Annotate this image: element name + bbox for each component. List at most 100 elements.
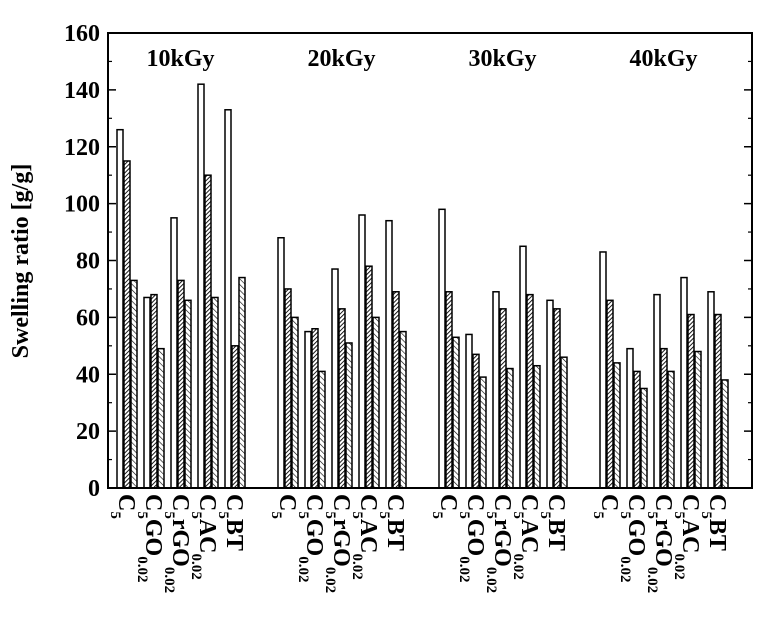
bar <box>116 128 124 489</box>
bar <box>640 387 648 489</box>
x-tick-label-part: 0.02 <box>188 554 204 580</box>
bar <box>553 308 561 489</box>
bar <box>479 376 487 489</box>
x-tick-label-part: 5 <box>188 511 204 519</box>
x-tick-label: C5GO0.02 <box>456 494 488 582</box>
group-label: 20kGy <box>307 46 375 72</box>
bar <box>660 347 668 489</box>
x-tick-label-part: 0.02 <box>161 567 177 593</box>
group-label: 40kGy <box>629 46 697 72</box>
y-tick-label: 80 <box>76 249 100 275</box>
x-tick-label: C5 <box>429 494 461 519</box>
x-tick-label-part: 5 <box>483 511 499 519</box>
x-tick-label-part: C <box>194 494 220 511</box>
bar <box>311 328 319 489</box>
x-tick-label-part: 5 <box>322 511 338 519</box>
bar <box>399 330 407 489</box>
bar <box>526 293 534 489</box>
x-tick-label-part: AC <box>516 519 542 554</box>
y-tick-label: 20 <box>76 419 100 445</box>
bar <box>304 330 312 489</box>
x-tick-label-part: 5 <box>510 511 526 519</box>
bar <box>345 342 353 489</box>
bar <box>667 370 675 489</box>
bar <box>211 296 219 489</box>
x-tick-label-part: 0.02 <box>456 556 472 582</box>
bar <box>465 333 473 489</box>
bar <box>372 316 380 489</box>
y-tick-label: 40 <box>76 362 100 388</box>
x-tick-label-part: GO <box>623 519 649 556</box>
x-tick-label: C5 <box>590 494 622 519</box>
bar <box>358 214 366 489</box>
bar <box>291 316 299 489</box>
x-tick-label: C5rGO0.02 <box>322 494 354 593</box>
x-tick-label-part: C <box>596 494 622 511</box>
bar <box>365 265 373 489</box>
group-label: 30kGy <box>468 46 536 72</box>
x-tick-label-part: BT <box>704 519 730 551</box>
bar <box>721 379 729 489</box>
bar <box>633 370 641 489</box>
x-tick-label-part: C <box>140 494 166 511</box>
bar <box>519 245 527 489</box>
x-tick-label-part: 0.02 <box>644 567 660 593</box>
x-tick-label: C5BT <box>537 494 569 551</box>
x-tick-label: C5BT <box>376 494 408 551</box>
x-tick-label-part: C <box>221 494 247 511</box>
x-tick-label: C5rGO0.02 <box>644 494 676 593</box>
x-tick-label: C5GO0.02 <box>617 494 649 582</box>
x-tick-label: C5AC0.02 <box>510 494 542 580</box>
bar <box>653 293 661 489</box>
x-tick-label-part: C <box>328 494 354 511</box>
x-tick-label-part: 5 <box>215 511 231 519</box>
x-tick-label-part: rGO <box>167 519 193 567</box>
x-tick-label-part: GO <box>462 519 488 556</box>
bar <box>492 291 500 489</box>
bar <box>546 299 554 489</box>
bar <box>533 364 541 489</box>
x-tick-label-part: BT <box>221 519 247 551</box>
x-tick-label-part: 5 <box>161 511 177 519</box>
x-tick-label-part: 5 <box>590 511 606 519</box>
bar <box>714 313 722 489</box>
x-tick-label-part: 5 <box>671 511 687 519</box>
bar <box>143 296 151 489</box>
bar <box>318 370 326 489</box>
x-tick-label-part: 0.02 <box>322 567 338 593</box>
y-tick-label: 0 <box>88 476 100 502</box>
x-tick-label-part: C <box>543 494 569 511</box>
x-tick-label-part: BT <box>382 519 408 551</box>
x-tick-label-part: BT <box>543 519 569 551</box>
x-tick-label-part: 0.02 <box>295 556 311 582</box>
x-tick-label-part: C <box>462 494 488 511</box>
x-tick-label-part: C <box>623 494 649 511</box>
x-tick-label-part: rGO <box>328 519 354 567</box>
bar <box>277 237 285 489</box>
x-tick-label-part: rGO <box>489 519 515 567</box>
y-axis-label: Swelling ratio [g/g] <box>8 164 34 359</box>
bar <box>707 291 715 489</box>
x-tick-label-part: 0.02 <box>349 554 365 580</box>
x-tick-label: C5 <box>268 494 300 519</box>
x-tick-label-part: C <box>516 494 542 511</box>
y-tick-label: 140 <box>64 78 100 104</box>
x-tick-label-part: 5 <box>456 511 472 519</box>
bar <box>331 268 339 489</box>
bar <box>680 276 688 489</box>
bar <box>157 347 165 489</box>
bar <box>130 279 138 489</box>
x-tick-label-part: C <box>167 494 193 511</box>
x-tick-label-part: 5 <box>349 511 365 519</box>
bar <box>284 288 292 489</box>
x-tick-label: C5AC0.02 <box>188 494 220 580</box>
bar <box>472 353 480 489</box>
x-tick-label-part: C <box>274 494 300 511</box>
group-label: 10kGy <box>146 46 214 72</box>
x-tick-label-part: C <box>301 494 327 511</box>
x-tick-label-part: 0.02 <box>134 556 150 582</box>
bar <box>694 350 702 489</box>
bar <box>452 336 460 489</box>
bar <box>204 174 212 489</box>
